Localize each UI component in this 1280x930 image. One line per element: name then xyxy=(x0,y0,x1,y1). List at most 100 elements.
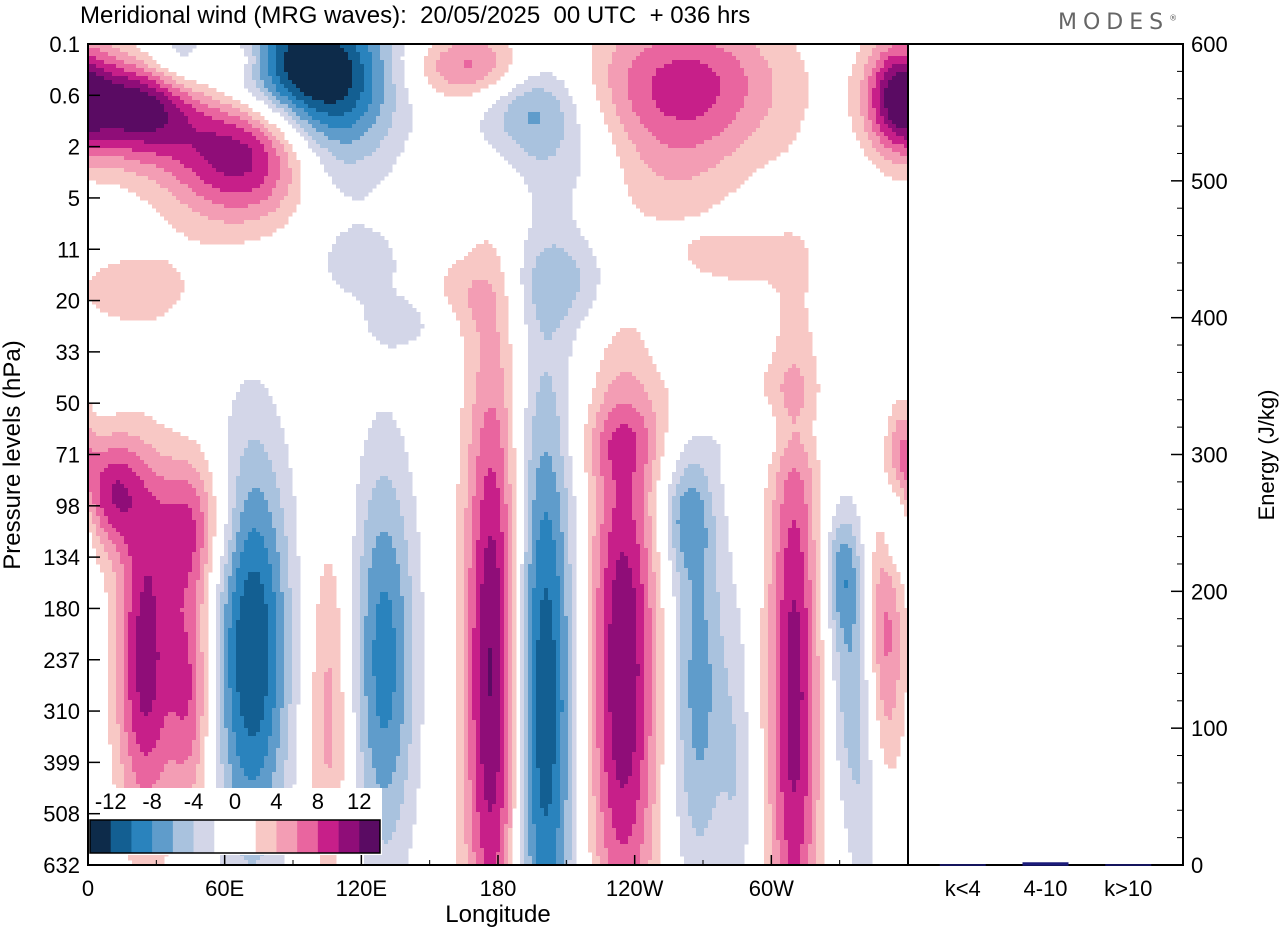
field-cell xyxy=(100,108,105,113)
field-cell xyxy=(388,148,393,153)
field-cell xyxy=(220,100,225,105)
field-cell xyxy=(852,88,857,93)
field-cell xyxy=(780,124,785,129)
field-cell xyxy=(268,128,273,133)
field-cell xyxy=(340,100,345,105)
field-cell xyxy=(376,72,381,77)
field-cell xyxy=(356,104,361,109)
field-cell xyxy=(472,64,477,69)
field-cell xyxy=(884,132,889,137)
field-cell xyxy=(152,92,157,97)
field-cell xyxy=(112,60,117,65)
field-cell xyxy=(760,156,765,161)
field-cell xyxy=(664,136,669,141)
field-cell xyxy=(852,76,857,81)
field-cell xyxy=(640,144,645,149)
field-cell xyxy=(112,132,117,137)
field-cell xyxy=(344,128,349,133)
field-cell xyxy=(112,160,117,165)
field-cell xyxy=(92,132,97,137)
field-cell xyxy=(612,72,617,77)
field-cell xyxy=(556,112,561,117)
field-cell xyxy=(896,96,901,101)
field-cell xyxy=(756,80,761,85)
field-cell xyxy=(444,92,449,97)
field-cell xyxy=(728,92,733,97)
field-cell xyxy=(772,56,777,61)
field-cell xyxy=(716,88,721,93)
field-cell xyxy=(700,172,705,177)
field-cell xyxy=(892,56,897,61)
field-cell xyxy=(280,84,285,89)
field-cell xyxy=(880,60,885,65)
field-cell xyxy=(260,132,265,137)
field-cell xyxy=(256,156,261,161)
field-cell xyxy=(740,96,745,101)
field-cell xyxy=(708,88,713,93)
field-cell xyxy=(864,116,869,121)
field-cell xyxy=(876,112,881,117)
field-cell xyxy=(720,80,725,85)
field-cell xyxy=(368,72,373,77)
field-cell xyxy=(448,52,453,57)
field-cell xyxy=(220,144,225,149)
field-cell xyxy=(600,108,605,113)
field-cell xyxy=(672,60,677,65)
field-cell xyxy=(92,108,97,113)
field-cell xyxy=(876,156,881,161)
field-cell xyxy=(200,112,205,117)
field-cell xyxy=(780,128,785,133)
field-cell xyxy=(100,164,105,169)
field-cell xyxy=(768,136,773,141)
field-cell xyxy=(656,100,661,105)
field-cell xyxy=(760,48,765,53)
field-cell xyxy=(684,124,689,129)
field-cell xyxy=(764,136,769,141)
field-cell xyxy=(256,140,261,145)
field-cell xyxy=(684,52,689,57)
field-cell xyxy=(632,76,637,81)
field-cell xyxy=(264,168,269,173)
field-cell xyxy=(92,112,97,117)
field-cell xyxy=(868,132,873,137)
field-cell xyxy=(144,144,149,149)
field-cell xyxy=(376,88,381,93)
field-cell xyxy=(144,128,149,133)
field-cell xyxy=(720,124,725,129)
field-cell xyxy=(328,48,333,53)
field-cell xyxy=(748,148,753,153)
field-cell xyxy=(636,108,641,113)
field-cell xyxy=(380,84,385,89)
field-cell xyxy=(756,52,761,57)
field-cell xyxy=(708,96,713,101)
field-cell xyxy=(724,64,729,69)
field-cell xyxy=(204,84,209,89)
field-cell xyxy=(448,60,453,65)
field-cell xyxy=(712,136,717,141)
field-cell xyxy=(344,56,349,61)
field-cell xyxy=(156,124,161,129)
field-cell xyxy=(200,120,205,125)
field-cell xyxy=(520,136,525,141)
field-cell xyxy=(488,128,493,133)
field-cell xyxy=(336,120,341,125)
field-cell xyxy=(572,128,577,133)
field-cell xyxy=(124,132,129,137)
field-cell xyxy=(568,148,573,153)
field-cell xyxy=(340,120,345,125)
field-cell xyxy=(248,156,253,161)
field-cell xyxy=(236,140,241,145)
field-cell xyxy=(380,88,385,93)
field-cell xyxy=(668,80,673,85)
field-cell xyxy=(180,48,185,53)
field-cell xyxy=(344,52,349,57)
field-cell xyxy=(384,52,389,57)
field-cell xyxy=(200,124,205,129)
field-cell xyxy=(376,56,381,61)
field-cell xyxy=(484,116,489,121)
field-cell xyxy=(144,172,149,177)
field-cell xyxy=(156,84,161,89)
field-cell xyxy=(228,96,233,101)
field-cell xyxy=(392,136,397,141)
field-cell xyxy=(216,96,221,101)
